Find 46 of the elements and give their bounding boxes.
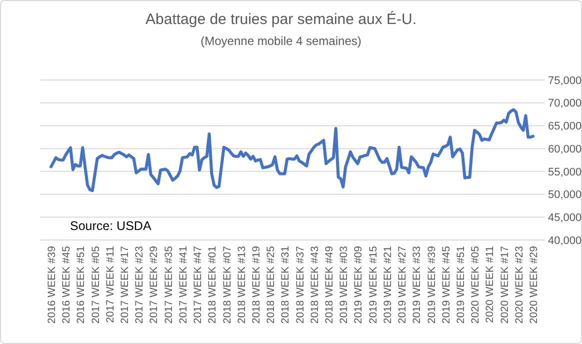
x-tick-label: 2020 WEEK #05 — [470, 246, 482, 324]
y-tick-label: 60,000 — [548, 143, 582, 156]
x-tick-label: 2018 WEEK #13 — [236, 246, 248, 324]
x-tick-label: 2018 WEEK #01 — [206, 246, 219, 324]
x-tick-label: 2017 WEEK #29 — [148, 246, 160, 324]
x-tick-label: 2018 WEEK #25 — [265, 246, 278, 324]
y-tick-label: 45,000 — [548, 212, 582, 224]
chart-title: Abattage de truies par semaine aux É-U. — [146, 10, 416, 28]
x-tick-label: 2018 WEEK #43 — [308, 246, 321, 324]
y-tick-label: 65,000 — [548, 120, 582, 133]
x-tick-label: 2016 WEEK #45 — [60, 246, 73, 324]
x-tick-label: 2017 WEEK #23 — [134, 246, 146, 324]
x-tick-label: 2018 WEEK #07 — [221, 246, 234, 324]
x-tick-label: 2017 WEEK #11 — [104, 246, 116, 323]
y-tick-label: 40,000 — [548, 234, 582, 247]
x-tick-label: 2020 WEEK #29 — [528, 246, 540, 324]
chart-subtitle: (Moyenne mobile 4 semaines) — [200, 34, 362, 48]
x-tick-label: 2019 WEEK #15 — [367, 246, 380, 324]
x-tick-label: 2017 WEEK #17 — [119, 246, 132, 324]
x-tick-label: 2020 WEEK #23 — [513, 246, 526, 324]
x-tick-label: 2016 WEEK #39 — [46, 246, 58, 324]
x-tick-label: 2019 WEEK #21 — [382, 246, 394, 324]
line-series — [50, 108, 534, 192]
x-tick-label: 2019 WEEK #03 — [338, 246, 350, 324]
x-tick-label: 2017 WEEK #05 — [90, 246, 102, 324]
x-tick-label: 2019 WEEK #51 — [454, 246, 467, 324]
x-tick-label: 2018 WEEK #49 — [324, 246, 336, 324]
y-tick-label: 75,000 — [548, 74, 582, 87]
x-tick-label: 2017 WEEK #47 — [192, 246, 204, 324]
x-tick-label: 2016 WEEK #51 — [75, 246, 88, 324]
x-tick-label: 2020 WEEK #17 — [498, 246, 511, 324]
x-tick-label: 2019 WEEK #45 — [440, 246, 452, 324]
x-tick-label: 2017 WEEK #41 — [177, 246, 190, 324]
x-tick-label: 2019 WEEK #27 — [396, 246, 409, 324]
y-tick-label: 50,000 — [548, 189, 582, 202]
x-tick-label: 2019 WEEK #09 — [352, 246, 365, 324]
x-tick-label: 2018 WEEK #37 — [294, 246, 306, 324]
x-tick-label: 2018 WEEK #19 — [250, 246, 262, 324]
y-tick-label: 70,000 — [548, 98, 582, 110]
x-tick-label: 2019 WEEK #33 — [411, 246, 424, 324]
x-tick-label: 2018 WEEK #31 — [280, 246, 292, 324]
annotation: Source: USDA — [70, 219, 152, 233]
x-tick-label: 2019 WEEK #39 — [426, 246, 438, 324]
x-tick-label: 2020 WEEK #11 — [484, 246, 496, 323]
x-tick-label: 2017 WEEK #35 — [162, 246, 175, 324]
y-tick-label: 55,000 — [548, 166, 582, 178]
